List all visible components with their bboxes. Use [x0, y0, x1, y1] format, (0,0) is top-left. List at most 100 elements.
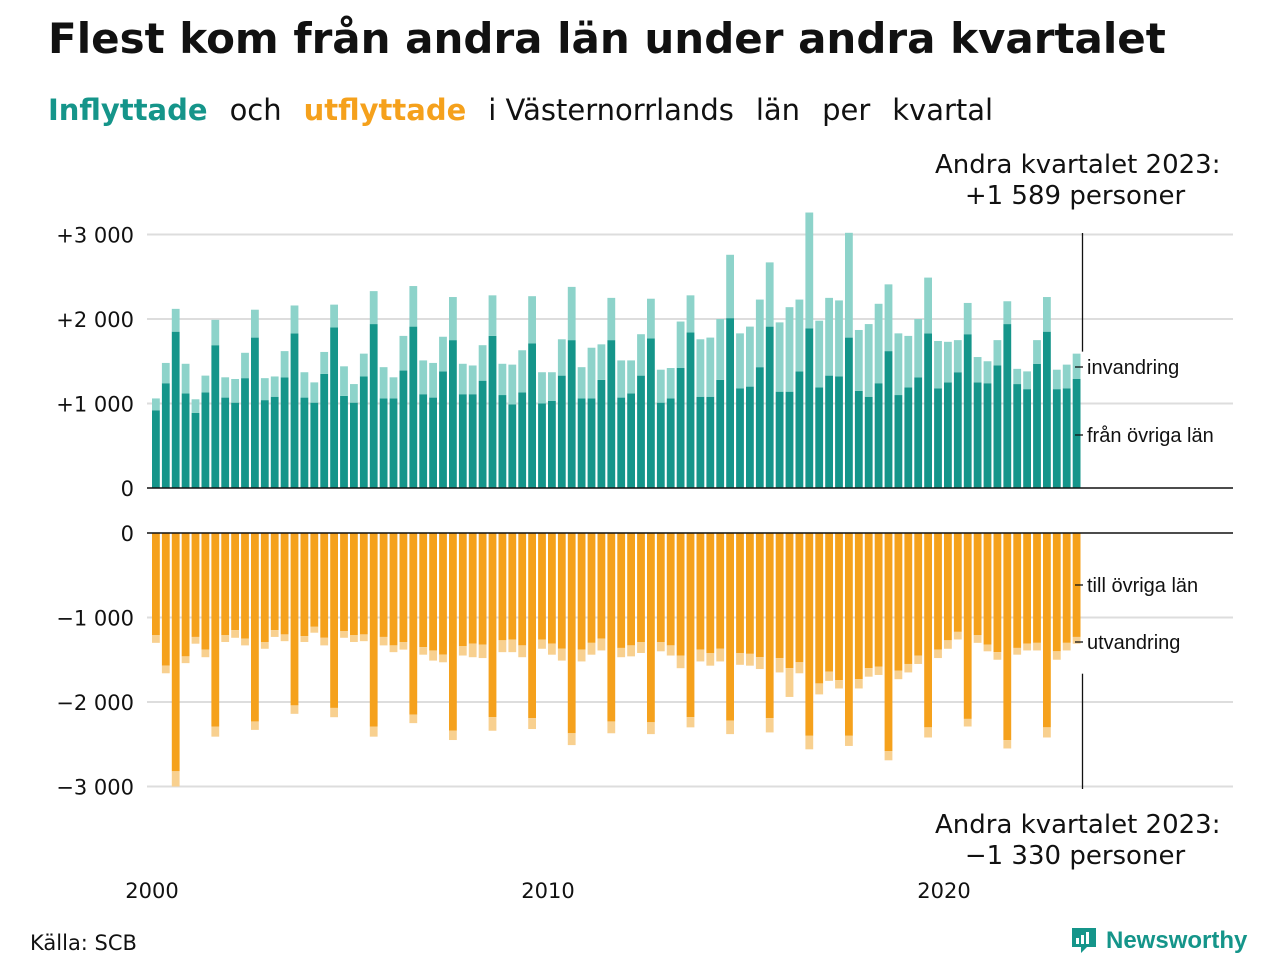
- bar-till-ovriga-lan: [953, 533, 962, 632]
- bar-invandring: [894, 333, 903, 396]
- bar-till-ovriga-lan: [963, 533, 972, 719]
- bar-till-ovriga-lan: [152, 533, 160, 636]
- legend-label: från övriga län: [1087, 425, 1214, 447]
- bar-fran-ovriga-lan: [666, 398, 675, 488]
- subtitle-och: och: [229, 93, 282, 127]
- bar-utvandring: [201, 649, 210, 658]
- bar-till-ovriga-lan: [607, 533, 616, 722]
- bar-utvandring: [548, 643, 556, 655]
- bar-invandring: [152, 398, 160, 411]
- bar-utvandring: [765, 718, 774, 733]
- bar-fran-ovriga-lan: [1033, 363, 1041, 488]
- bar-till-ovriga-lan: [914, 533, 923, 656]
- bar-utvandring: [191, 636, 200, 644]
- bar-invandring: [944, 341, 952, 383]
- bar-till-ovriga-lan: [835, 533, 843, 681]
- bar-till-ovriga-lan: [706, 533, 715, 653]
- bar-utvandring: [706, 652, 715, 666]
- bar-fran-ovriga-lan: [924, 333, 932, 488]
- bar-fran-ovriga-lan: [488, 335, 497, 488]
- bar-till-ovriga-lan: [577, 533, 586, 650]
- bar-fran-ovriga-lan: [538, 403, 546, 488]
- bar-till-ovriga-lan: [795, 533, 804, 663]
- bar-utvandring: [231, 630, 239, 638]
- bar-utvandring: [409, 714, 418, 724]
- bar-fran-ovriga-lan: [983, 383, 992, 488]
- bar-fran-ovriga-lan: [825, 375, 833, 488]
- bar-invandring: [330, 304, 338, 328]
- bar-fran-ovriga-lan: [736, 388, 744, 488]
- bar-utvandring: [379, 636, 388, 646]
- bar-invandring: [874, 303, 883, 384]
- bar-invandring: [409, 286, 418, 327]
- subtitle-utflyttade: utflyttade: [303, 93, 467, 127]
- bar-utvandring: [775, 658, 784, 673]
- bar-invandring: [221, 377, 230, 398]
- bar-utvandring: [478, 644, 487, 659]
- bar-utvandring: [854, 679, 863, 689]
- bar-till-ovriga-lan: [161, 533, 170, 666]
- bar-invandring: [736, 333, 744, 389]
- bar-utvandring: [914, 655, 923, 664]
- bar-invandring: [795, 299, 804, 372]
- bar-till-ovriga-lan: [498, 533, 507, 641]
- bar-utvandring: [963, 718, 972, 727]
- bar-utvandring: [676, 655, 685, 669]
- bar-fran-ovriga-lan: [171, 331, 180, 488]
- bar-utvandring: [726, 720, 734, 735]
- bar-fran-ovriga-lan: [320, 373, 329, 488]
- bar-invandring: [449, 297, 457, 341]
- bar-utvandring: [953, 631, 962, 640]
- bar-utvandring: [300, 636, 309, 643]
- bar-invandring: [676, 321, 685, 369]
- bar-fran-ovriga-lan: [468, 394, 477, 488]
- bar-invandring: [637, 334, 645, 376]
- bar-utvandring: [686, 717, 695, 728]
- bar-till-ovriga-lan: [815, 533, 824, 684]
- bar-utvandring: [1003, 740, 1012, 749]
- bar-invandring: [775, 322, 784, 392]
- bar-utvandring: [1023, 643, 1031, 651]
- bar-invandring: [340, 366, 348, 396]
- bar-till-ovriga-lan: [211, 533, 220, 727]
- bar-fran-ovriga-lan: [993, 365, 1002, 488]
- bar-till-ovriga-lan: [904, 533, 913, 664]
- bar-utvandring: [429, 650, 437, 661]
- bar-fran-ovriga-lan: [439, 371, 447, 488]
- bar-utvandring: [904, 663, 913, 673]
- y-tick-label-top: 0: [121, 477, 134, 501]
- bar-utvandring: [627, 645, 635, 657]
- bar-invandring: [1043, 297, 1051, 332]
- ticks: 0 +1 000 +2 000 +3 000 0 −1 000 −2 000 −3 000 20…: [56, 224, 970, 904]
- bar-fran-ovriga-lan: [597, 379, 606, 488]
- x-tick-label: 2020: [917, 879, 970, 903]
- bar-invandring: [241, 352, 249, 379]
- bar-fran-ovriga-lan: [1023, 389, 1031, 488]
- bar-till-ovriga-lan: [439, 533, 447, 655]
- bar-utvandring: [637, 642, 645, 653]
- bar-invandring: [231, 378, 239, 403]
- bar-fran-ovriga-lan: [963, 334, 972, 488]
- bar-fran-ovriga-lan: [577, 398, 586, 488]
- bar-fran-ovriga-lan: [1043, 331, 1051, 488]
- bar-utvandring: [389, 645, 398, 653]
- bar-till-ovriga-lan: [359, 533, 368, 635]
- bar-till-ovriga-lan: [864, 533, 873, 669]
- bar-invandring: [429, 362, 437, 398]
- brand: Newsworthy: [1070, 926, 1247, 956]
- bar-till-ovriga-lan: [775, 533, 784, 659]
- chart-subtitle: Inflyttade och utflyttade i Västernorrlands…: [48, 93, 1015, 127]
- bar-invandring: [726, 254, 734, 319]
- bar-till-ovriga-lan: [1003, 533, 1012, 741]
- bar-fran-ovriga-lan: [330, 327, 338, 488]
- bar-invandring: [815, 320, 824, 388]
- bar-till-ovriga-lan: [221, 533, 230, 636]
- bar-invandring: [191, 399, 200, 413]
- bar-invandring: [963, 302, 972, 335]
- subtitle-inflyttade: Inflyttade: [48, 93, 208, 127]
- bar-fran-ovriga-lan: [726, 318, 734, 488]
- bar-till-ovriga-lan: [1043, 533, 1051, 728]
- bar-utvandring: [419, 647, 428, 655]
- bar-utvandring: [864, 668, 873, 677]
